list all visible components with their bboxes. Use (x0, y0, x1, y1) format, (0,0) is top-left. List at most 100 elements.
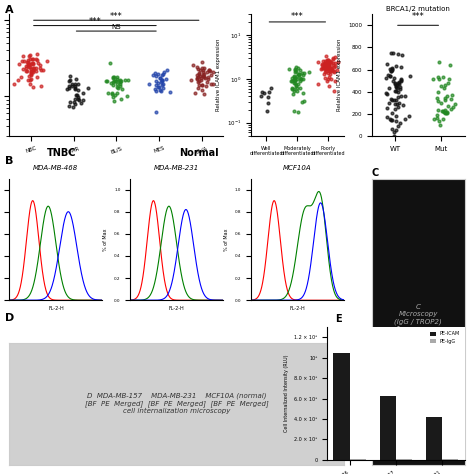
Point (328, 75, 335, 83)
Point (159, 72, 166, 79)
Point (320, 63, 328, 71)
Point (330, 68, 337, 75)
Point (329, 55, 337, 63)
Point (69, 103, 77, 111)
Point (430, 116, 438, 123)
Point (65, 84, 73, 92)
Text: D  MDA-MB-157    MDA-MB-231    MCF10A (normal)
[BF  PE  Merged]  [BF  PE  Merged: D MDA-MB-157 MDA-MB-231 MCF10A (normal) … (85, 393, 268, 414)
Point (331, 59, 339, 67)
Text: C: C (372, 168, 379, 178)
Point (441, 106, 449, 113)
Point (36, 62, 44, 69)
Point (383, 113, 391, 120)
Point (397, 77, 404, 85)
Point (323, 62, 330, 69)
Point (392, 87, 400, 95)
Point (72, 95, 79, 102)
Point (288, 74, 296, 82)
Point (292, 68, 299, 75)
Point (397, 92, 404, 100)
Point (392, 126, 400, 133)
Point (441, 109, 448, 117)
Point (322, 61, 329, 69)
Point (25, 56, 32, 64)
Point (389, 65, 396, 73)
Point (394, 122, 402, 130)
Point (438, 82, 445, 90)
Point (198, 64, 205, 72)
Point (401, 116, 409, 123)
Point (205, 66, 212, 73)
Point (395, 78, 402, 86)
Point (320, 60, 328, 67)
Point (389, 77, 397, 85)
Point (66, 76, 74, 84)
Point (406, 72, 413, 80)
Point (391, 132, 398, 140)
Point (388, 66, 396, 74)
Point (434, 106, 442, 114)
Point (446, 61, 454, 68)
Point (159, 71, 167, 78)
Point (14, 76, 22, 83)
Point (76, 97, 83, 104)
Point (158, 76, 166, 84)
Point (27, 67, 35, 75)
Point (193, 71, 201, 79)
Point (298, 98, 305, 106)
Point (23, 62, 30, 70)
Point (291, 85, 298, 93)
Point (396, 119, 404, 127)
Point (27, 70, 35, 78)
Point (202, 82, 210, 90)
Point (209, 68, 217, 75)
Point (327, 64, 335, 72)
Point (392, 112, 400, 120)
Point (290, 73, 297, 80)
Point (322, 65, 329, 73)
Point (325, 60, 332, 67)
Text: E: E (336, 314, 342, 324)
Point (325, 61, 332, 68)
Point (29, 60, 36, 67)
Point (387, 116, 395, 124)
Point (383, 90, 391, 98)
Point (27, 52, 34, 59)
Point (328, 68, 336, 75)
Point (37, 66, 45, 73)
Point (390, 49, 397, 56)
Point (383, 60, 391, 67)
Point (154, 79, 162, 87)
Point (160, 84, 167, 91)
Point (296, 77, 304, 84)
Point (326, 70, 334, 77)
Point (153, 77, 160, 85)
Point (322, 75, 329, 82)
Point (75, 95, 82, 102)
Point (291, 88, 298, 95)
Point (113, 73, 121, 81)
Point (116, 79, 123, 86)
Point (113, 75, 120, 82)
Point (441, 81, 448, 89)
Text: ***: *** (412, 12, 424, 21)
Point (84, 84, 91, 91)
Point (156, 74, 164, 82)
Point (294, 64, 302, 72)
Title: BRCA1/2 mutation: BRCA1/2 mutation (386, 7, 450, 12)
Point (24, 61, 31, 69)
Point (299, 75, 307, 83)
Point (439, 116, 447, 123)
Point (27, 72, 35, 79)
Point (164, 66, 171, 73)
Text: ***: *** (89, 17, 101, 26)
Point (435, 75, 443, 82)
Point (124, 76, 132, 83)
Point (157, 87, 164, 95)
Point (330, 68, 337, 75)
Point (189, 62, 197, 69)
Point (19, 52, 27, 59)
Point (27, 60, 35, 68)
Bar (426, 417, 442, 460)
Point (390, 128, 398, 136)
